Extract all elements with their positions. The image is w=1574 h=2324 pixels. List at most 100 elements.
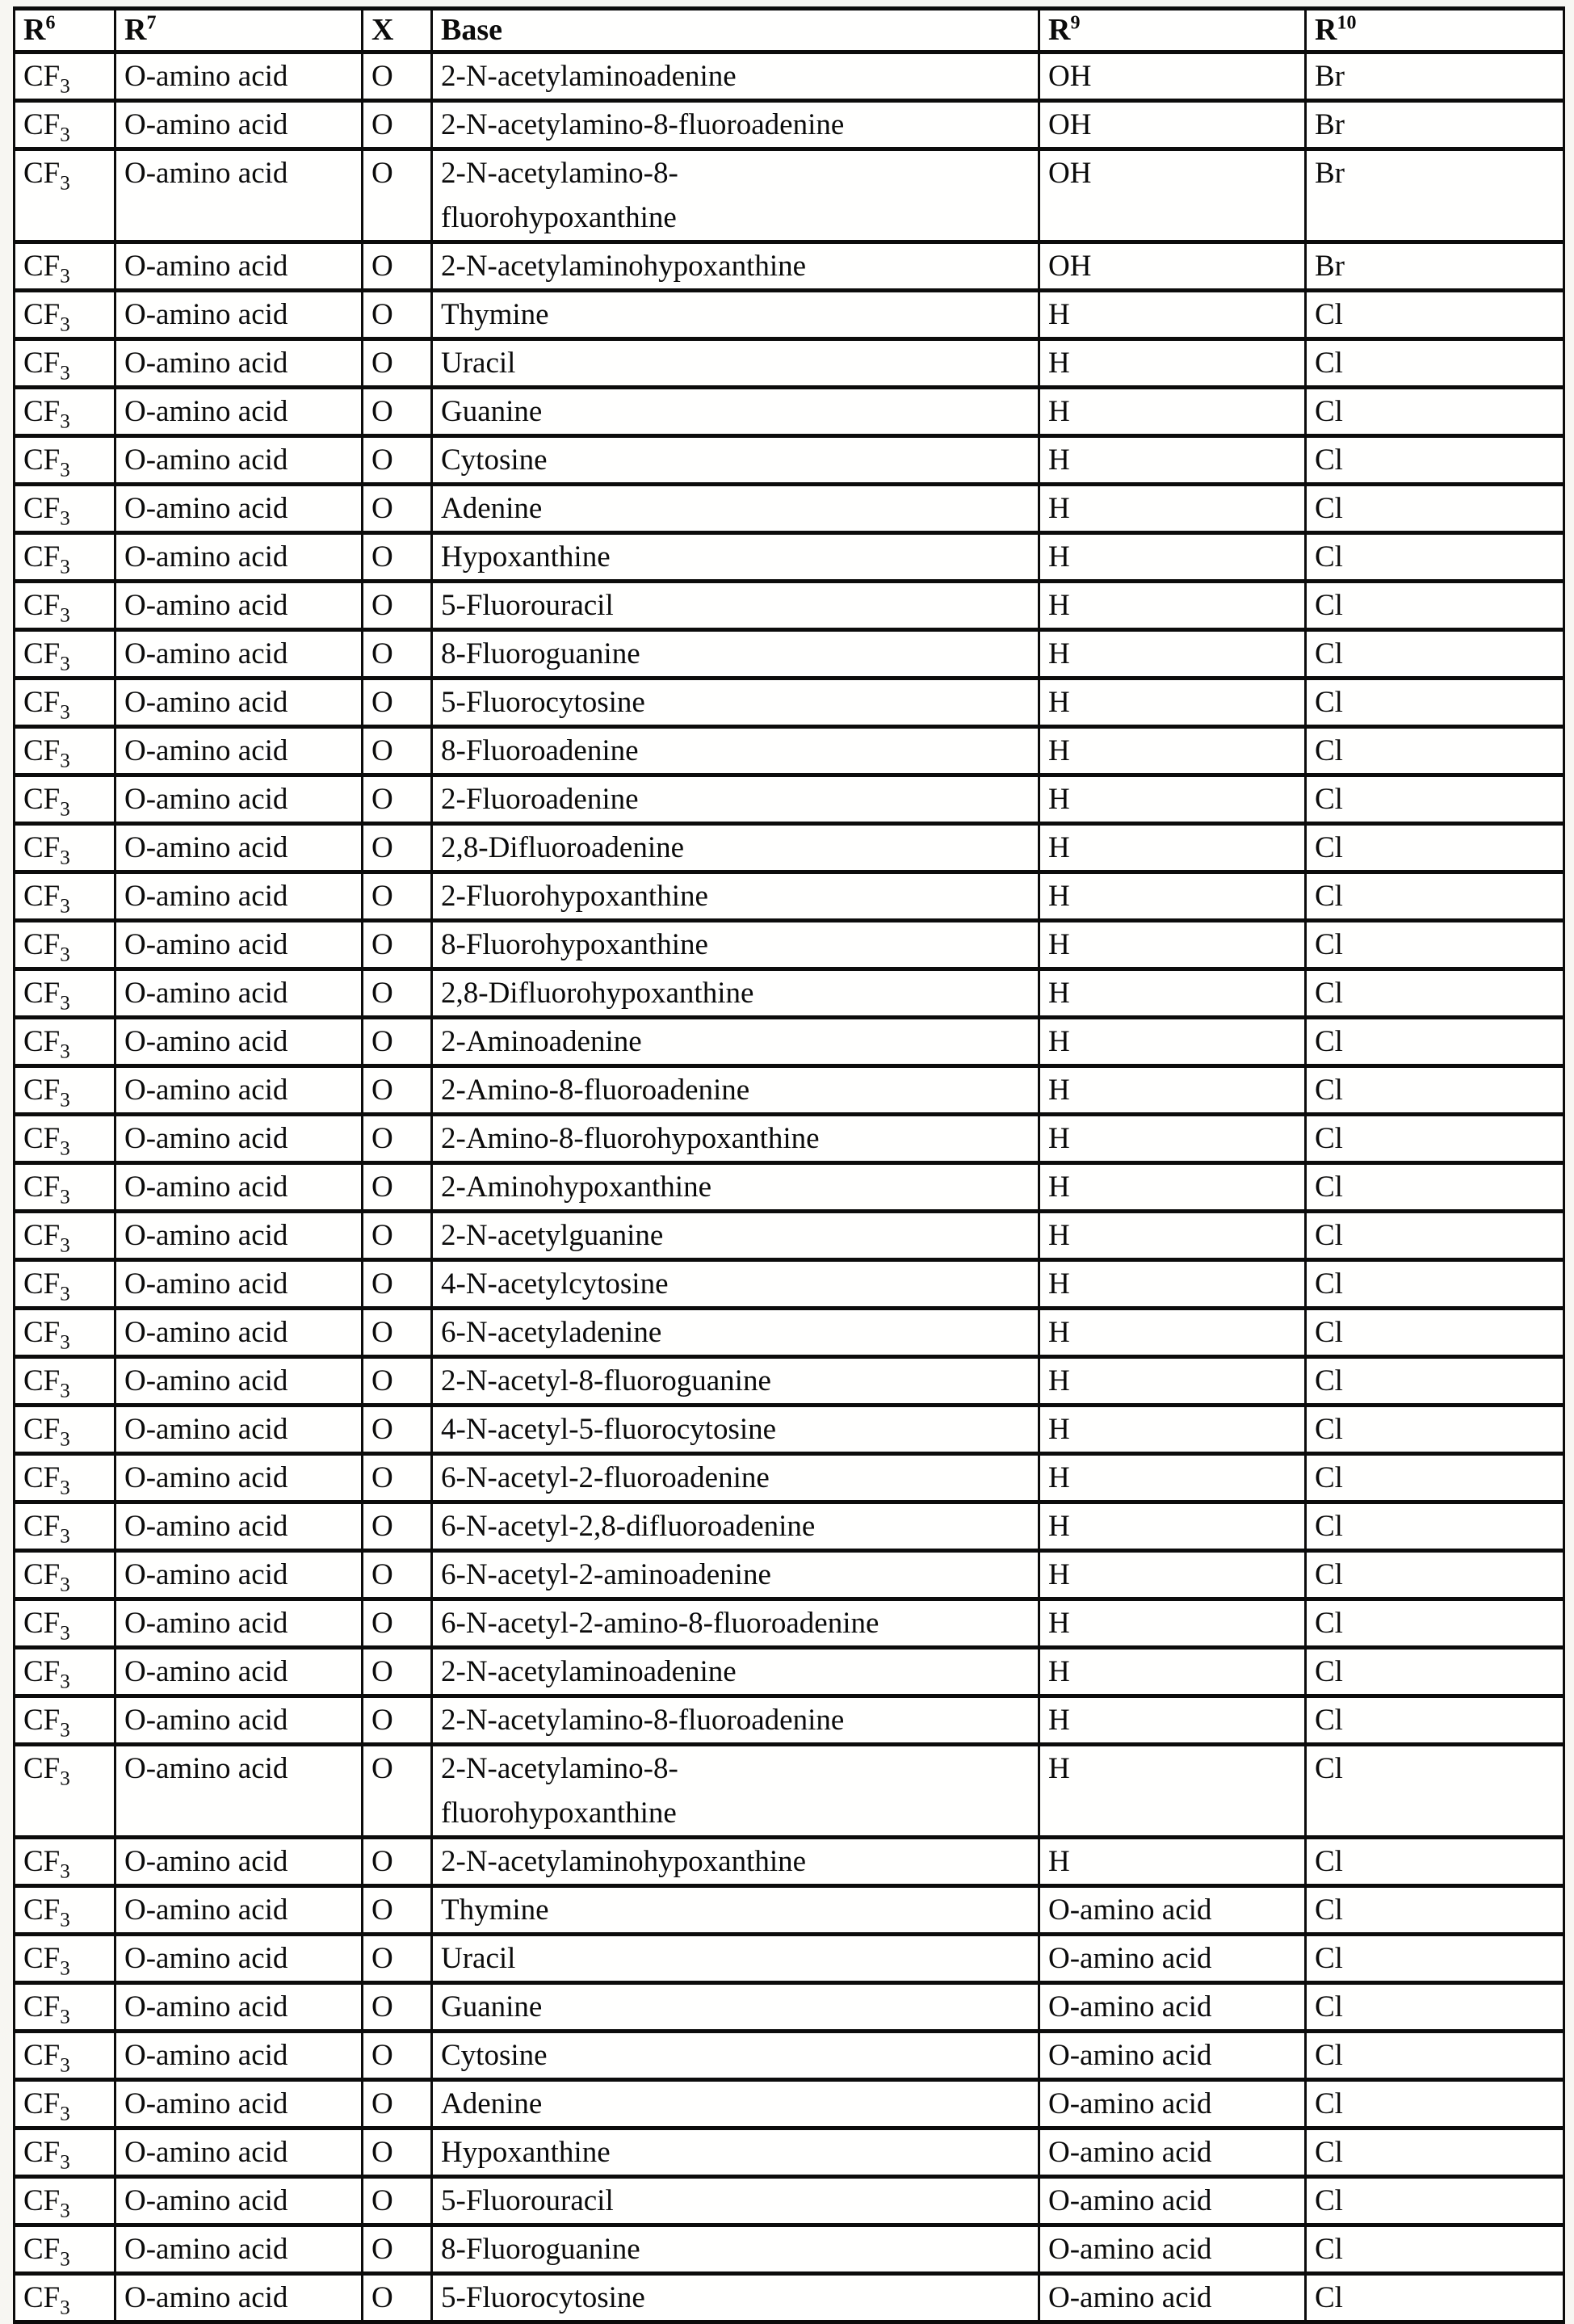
cell-r7: O-amino acid xyxy=(114,99,363,151)
cell-r6: CF3 xyxy=(13,147,116,244)
cell-base: 2-N-acetylamino-8-fluoroadenine xyxy=(430,1694,1040,1746)
cell-r9: O-amino acid xyxy=(1038,1932,1307,1985)
cell-base: 2-N-acetyl-8-fluoroguanine xyxy=(430,1355,1040,1407)
cell-r9: H xyxy=(1038,1112,1307,1165)
table-row: CF3 O-amino acid O 5-Fluorocytosine H Cl xyxy=(13,676,1565,729)
cell-x: O xyxy=(361,918,433,971)
cell-r10: Cl xyxy=(1304,2175,1565,2227)
cell-r9: H xyxy=(1038,967,1307,1019)
cell-base: Cytosine xyxy=(430,434,1040,486)
r6-subscript: 3 xyxy=(60,556,70,578)
cell-r9: H xyxy=(1038,918,1307,971)
cell-r10: Br xyxy=(1304,50,1565,103)
cell-x: O xyxy=(361,99,433,151)
cell-base: Uracil xyxy=(430,337,1040,389)
r6-value: CF xyxy=(23,1074,61,1107)
table-row: CF3 O-amino acid O Uracil O-amino acid C… xyxy=(13,1932,1565,1985)
cell-x: O xyxy=(361,1981,433,2033)
cell-r7: O-amino acid xyxy=(114,1355,363,1407)
cell-r7: O-amino acid xyxy=(114,240,363,292)
cell-x: O xyxy=(361,50,433,103)
cell-r10: Cl xyxy=(1304,1835,1565,1888)
header-r9-label: R xyxy=(1048,13,1071,47)
r6-subscript: 3 xyxy=(60,2006,70,2028)
cell-x: O xyxy=(361,628,433,680)
table-row: CF3 O-amino acid O 2-Fluoroadenine H Cl xyxy=(13,773,1565,826)
header-base: Base xyxy=(430,6,1040,54)
cell-r6: CF3 xyxy=(13,1645,116,1698)
cell-x: O xyxy=(361,870,433,922)
cell-r6: CF3 xyxy=(13,2271,116,2324)
header-r7: R7 xyxy=(114,6,363,54)
cell-r10: Cl xyxy=(1304,870,1565,922)
cell-base: Guanine xyxy=(430,385,1040,438)
cell-base: 2-Aminoadenine xyxy=(430,1015,1040,1068)
r6-value: CF xyxy=(23,734,61,767)
cell-r9: OH xyxy=(1038,50,1307,103)
cell-r10: Cl xyxy=(1304,482,1565,535)
cell-r7: O-amino acid xyxy=(114,1064,363,1116)
cell-r7: O-amino acid xyxy=(114,579,363,632)
r6-value: CF xyxy=(23,2233,61,2266)
cell-r10: Cl xyxy=(1304,1932,1565,1985)
cell-r6: CF3 xyxy=(13,2029,116,2082)
cell-x: O xyxy=(361,482,433,535)
table-row: CF3 O-amino acid O Hypoxanthine O-amino … xyxy=(13,2126,1565,2179)
r6-subscript: 3 xyxy=(60,943,70,966)
r6-value: CF xyxy=(23,831,61,864)
table-row: CF3 O-amino acid O 2-N-acetylamino-8- flu… xyxy=(13,147,1565,244)
table-row: CF3 O-amino acid O Adenine O-amino acid … xyxy=(13,2078,1565,2130)
cell-r10: Cl xyxy=(1304,1500,1565,1553)
r6-subscript: 3 xyxy=(60,1137,70,1160)
cell-r9: H xyxy=(1038,1306,1307,1359)
cell-r7: O-amino acid xyxy=(114,434,363,486)
cell-r10: Cl xyxy=(1304,1064,1565,1116)
cell-r7: O-amino acid xyxy=(114,2223,363,2276)
cell-x: O xyxy=(361,1884,433,1936)
r6-value: CF xyxy=(23,1122,61,1155)
r6-value: CF xyxy=(23,1704,61,1737)
cell-base: 2-N-acetylamino-8- fluorohypoxanthine xyxy=(430,1742,1040,1839)
cell-r6: CF3 xyxy=(13,99,116,151)
cell-r9: H xyxy=(1038,1209,1307,1262)
r6-subscript: 3 xyxy=(60,895,70,918)
cell-base: 5-Fluorocytosine xyxy=(430,2271,1040,2324)
cell-r6: CF3 xyxy=(13,1549,116,1601)
cell-base: 2,8-Difluoroadenine xyxy=(430,822,1040,874)
cell-r10: Cl xyxy=(1304,628,1565,680)
table-row: CF3 O-amino acid O 8-Fluoroadenine H Cl xyxy=(13,725,1565,777)
table-row: CF3 O-amino acid O 8-Fluoroguanine H Cl xyxy=(13,628,1565,680)
cell-r7: O-amino acid xyxy=(114,337,363,389)
cell-x: O xyxy=(361,1161,433,1213)
cell-r7: O-amino acid xyxy=(114,147,363,244)
cell-r9: H xyxy=(1038,434,1307,486)
table-row: CF3 O-amino acid O 2-N-acetylamino-8- flu… xyxy=(13,1742,1565,1839)
cell-base: Uracil xyxy=(430,1932,1040,1985)
cell-r7: O-amino acid xyxy=(114,1835,363,1888)
cell-r9: H xyxy=(1038,628,1307,680)
cell-r7: O-amino acid xyxy=(114,967,363,1019)
cell-base: 2-N-acetylguanine xyxy=(430,1209,1040,1262)
cell-r10: Cl xyxy=(1304,434,1565,486)
cell-r6: CF3 xyxy=(13,1694,116,1746)
cell-base: 2-N-acetylaminohypoxanthine xyxy=(430,240,1040,292)
r6-value: CF xyxy=(23,783,61,816)
header-r10-label: R xyxy=(1315,13,1337,47)
cell-r7: O-amino acid xyxy=(114,288,363,341)
cell-r10: Cl xyxy=(1304,1015,1565,1068)
cell-r6: CF3 xyxy=(13,482,116,535)
r6-subscript: 3 xyxy=(60,1331,70,1354)
cell-r9: OH xyxy=(1038,147,1307,244)
header-r10-sup: 10 xyxy=(1337,12,1357,34)
cell-r9: H xyxy=(1038,385,1307,438)
cell-x: O xyxy=(361,579,433,632)
cell-x: O xyxy=(361,288,433,341)
r6-value: CF xyxy=(23,2184,61,2217)
table-row: CF3 O-amino acid O 2-N-acetylguanine H C… xyxy=(13,1209,1565,1262)
cell-r7: O-amino acid xyxy=(114,1403,363,1456)
table-row: CF3 O-amino acid O 4-N-acetylcytosine H … xyxy=(13,1258,1565,1310)
cell-r9: O-amino acid xyxy=(1038,2223,1307,2276)
r6-value: CF xyxy=(23,108,61,141)
cell-r10: Cl xyxy=(1304,1403,1565,1456)
table-row: CF3 O-amino acid O Cytosine H Cl xyxy=(13,434,1565,486)
